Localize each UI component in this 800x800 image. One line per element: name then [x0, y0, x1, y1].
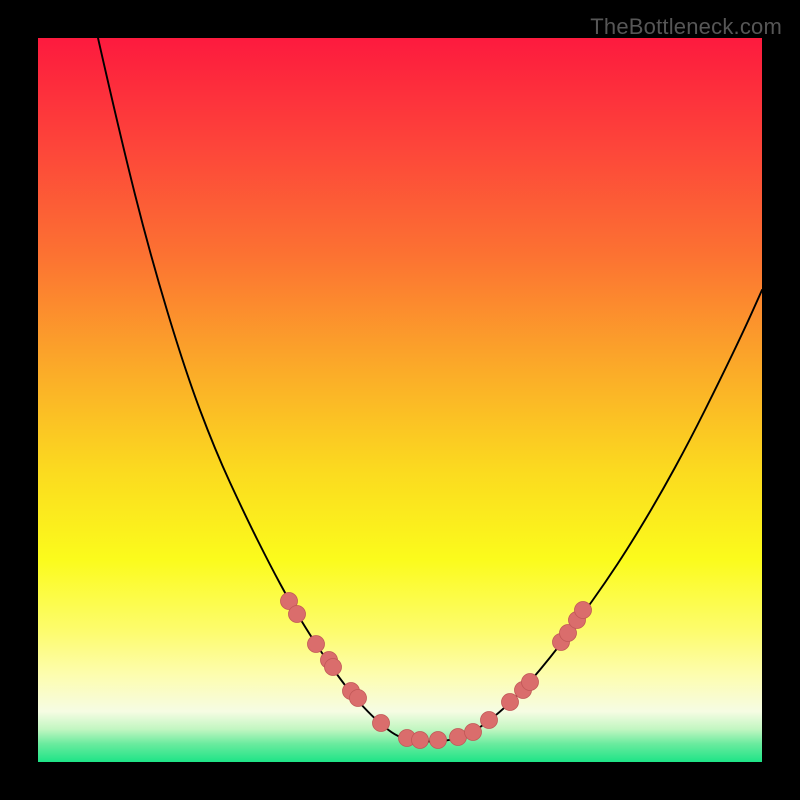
data-marker	[465, 724, 482, 741]
data-marker	[350, 690, 367, 707]
data-marker	[575, 602, 592, 619]
chart-stage: TheBottleneck.com	[0, 0, 800, 800]
data-marker	[289, 606, 306, 623]
data-marker	[450, 729, 467, 746]
watermark-text: TheBottleneck.com	[590, 14, 782, 40]
plot-background	[38, 38, 762, 762]
data-marker	[308, 636, 325, 653]
data-marker	[325, 659, 342, 676]
data-marker	[412, 732, 429, 749]
data-marker	[502, 694, 519, 711]
data-marker	[522, 674, 539, 691]
chart-svg	[0, 0, 800, 800]
data-marker	[481, 712, 498, 729]
data-marker	[373, 715, 390, 732]
data-marker	[430, 732, 447, 749]
